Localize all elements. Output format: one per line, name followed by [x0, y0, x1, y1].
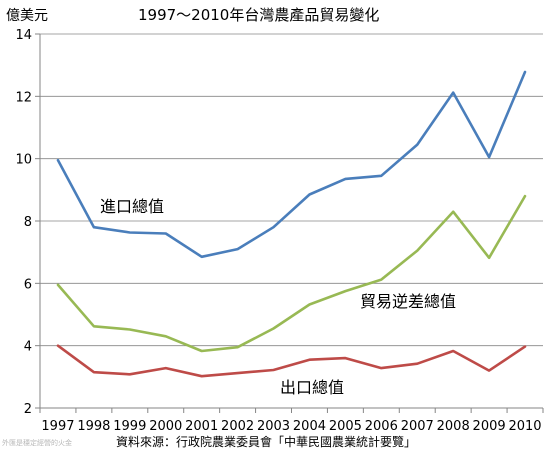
- watermark-text: 外匯是穩定經營的火金: [2, 438, 72, 447]
- y-tick-label: 12: [15, 90, 32, 105]
- x-tick-label: 2006: [365, 419, 398, 434]
- chart-title: 1997～2010年台灣農產品貿易變化: [138, 6, 379, 24]
- x-tick-label: 2007: [401, 419, 434, 434]
- x-tick-label: 1997: [41, 419, 74, 434]
- series-label-import: 進口總值: [100, 197, 164, 216]
- axes: [35, 33, 544, 413]
- series-lines: [56, 70, 527, 378]
- x-tick-label: 2000: [149, 419, 182, 434]
- y-tick-label: 8: [24, 215, 32, 230]
- series-label-export: 出口總值: [280, 378, 344, 397]
- gridlines: [40, 33, 543, 347]
- y-tick-label: 10: [15, 153, 32, 168]
- x-tick-label: 1998: [77, 419, 110, 434]
- x-tick-label: 2010: [508, 419, 541, 434]
- series-label-deficit: 貿易逆差總值: [360, 292, 456, 311]
- series-line-1: [56, 194, 527, 353]
- y-tick-label: 4: [24, 340, 32, 355]
- x-tick-labels: 1997 1998 1999 2000 2001 2002 2003 2004 2005 2006…: [41, 419, 541, 434]
- series-line-2: [56, 344, 527, 378]
- source-note: 資料來源：行政院農業委員會「中華民國農業統計要覽」: [116, 434, 416, 449]
- x-tick-label: 1999: [113, 419, 146, 434]
- y-tick-label: 6: [24, 277, 32, 292]
- x-tick-label: 2004: [293, 419, 326, 434]
- x-tick-label: 2001: [185, 419, 218, 434]
- y-tick-label: 2: [24, 402, 32, 417]
- y-tick-labels: 2 4 6 8 10 12 14: [15, 28, 32, 417]
- x-tick-label: 2005: [329, 419, 362, 434]
- y-axis-unit-label: 億美元: [6, 8, 48, 24]
- x-tick-label: 2003: [257, 419, 290, 434]
- series-line-0: [56, 70, 527, 259]
- y-tick-label: 14: [15, 28, 32, 43]
- x-tick-label: 2002: [221, 419, 254, 434]
- x-tick-label: 2009: [473, 419, 506, 434]
- x-tick-label: 2008: [437, 419, 470, 434]
